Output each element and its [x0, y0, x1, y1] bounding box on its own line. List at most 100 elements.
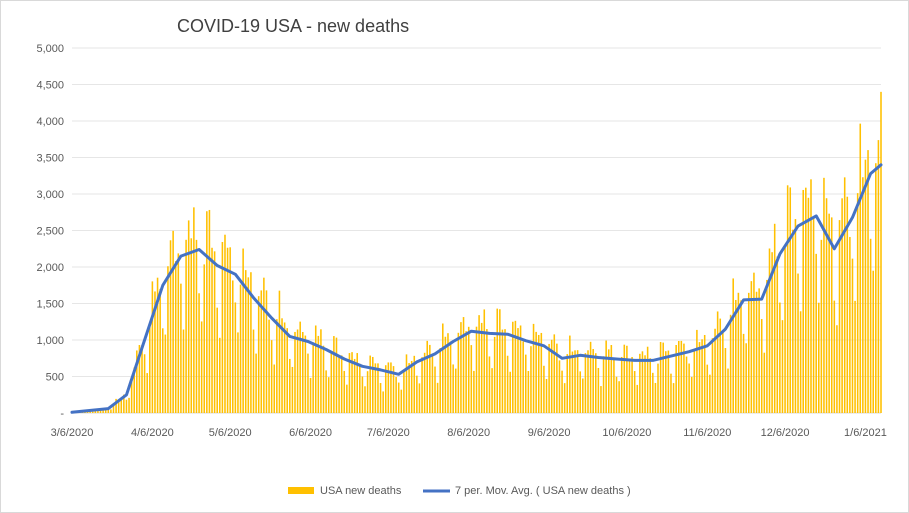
bar-daily-deaths [517, 328, 519, 413]
bar-daily-deaths [522, 341, 524, 413]
y-tick-label: 2,000 [36, 262, 64, 274]
bar-daily-deaths [442, 323, 444, 413]
bar-daily-deaths [864, 159, 867, 413]
bar-daily-deaths [758, 288, 760, 413]
bar-daily-deaths [289, 358, 291, 413]
bar-daily-deaths [594, 353, 597, 413]
bar-daily-deaths [343, 370, 346, 413]
bar-daily-deaths [823, 177, 825, 413]
bar-daily-deaths [436, 382, 439, 413]
bar-daily-deaths [296, 329, 299, 413]
bar-daily-deaths [268, 319, 270, 413]
y-tick-label: 4,000 [36, 116, 64, 128]
bar-daily-deaths [639, 353, 641, 413]
bar-daily-deaths [418, 383, 421, 413]
bar-daily-deaths [286, 328, 288, 413]
bar-daily-deaths [107, 409, 110, 413]
bar-daily-deaths [294, 331, 296, 413]
bar-daily-deaths [851, 258, 854, 413]
bar-daily-deaths [423, 352, 426, 413]
bar-daily-deaths [164, 334, 167, 413]
bar-daily-deaths [688, 363, 690, 413]
y-axis: - 500 1,000 1,500 2,000 2,500 3,000 3,500 4,000 4… [36, 43, 64, 420]
bar-daily-deaths [379, 383, 382, 413]
bar-daily-deaths [524, 354, 527, 413]
bar-daily-deaths [582, 378, 584, 413]
bar-daily-deaths [291, 366, 294, 413]
bar-daily-deaths [397, 382, 400, 413]
bar-daily-deaths [615, 376, 618, 413]
bar-daily-deaths [91, 411, 94, 413]
bar-daily-deaths [454, 368, 457, 413]
bar-daily-deaths [185, 239, 187, 413]
bar-daily-deaths [843, 177, 846, 413]
bar-daily-deaths [219, 337, 221, 413]
bar-daily-deaths [711, 338, 714, 413]
bar-daily-deaths [356, 353, 359, 413]
x-tick-label: 1/6/2021 [844, 427, 887, 439]
bar-daily-deaths [470, 345, 473, 413]
bar-daily-deaths [662, 342, 664, 413]
line-series-moving-average [70, 163, 883, 414]
bar-daily-deaths [875, 163, 877, 413]
x-tick-label: 7/6/2020 [367, 427, 410, 439]
bar-daily-deaths [623, 344, 626, 413]
bar-daily-deaths [335, 337, 338, 413]
bar-daily-deaths [382, 391, 384, 413]
bar-daily-deaths [486, 329, 488, 413]
bar-daily-deaths [677, 341, 680, 413]
bar-daily-deaths [361, 376, 364, 413]
bar-daily-deaths [714, 328, 716, 413]
bar-daily-deaths [369, 355, 371, 413]
bar-daily-deaths [514, 320, 517, 413]
bar-daily-deaths [169, 240, 172, 413]
bar-daily-deaths [208, 209, 211, 413]
bar-daily-deaths [633, 371, 636, 413]
bar-daily-deaths [841, 198, 843, 413]
bar-daily-deaths [457, 332, 460, 413]
y-tick-label: 2,500 [36, 226, 64, 238]
bar-daily-deaths [815, 253, 817, 413]
bar-daily-deaths [115, 398, 117, 413]
bar-daily-deaths [221, 241, 224, 413]
bar-daily-deaths [123, 394, 125, 413]
bar-daily-deaths [799, 311, 802, 413]
bar-daily-deaths [626, 345, 628, 413]
bar-daily-deaths [151, 281, 154, 413]
bar-daily-deaths [395, 377, 397, 413]
bar-daily-deaths [504, 329, 506, 413]
y-tick-label: 1,000 [36, 335, 64, 347]
bar-daily-deaths [703, 334, 706, 413]
bar-daily-deaths [849, 236, 851, 413]
bar-daily-deaths [403, 369, 405, 413]
bar-daily-deaths [779, 302, 781, 413]
bar-daily-deaths [444, 336, 447, 413]
bar-daily-deaths [509, 371, 511, 413]
bar-daily-deaths [543, 365, 545, 413]
bar-daily-deaths [727, 368, 729, 413]
bar-daily-deaths [447, 333, 449, 413]
bar-daily-deaths [812, 216, 815, 413]
y-tick-label: 3,000 [36, 189, 64, 201]
bar-daily-deaths [709, 374, 711, 413]
bar-daily-deaths [377, 363, 379, 413]
bar-daily-deaths [413, 355, 416, 413]
bar-daily-deaths [732, 278, 734, 413]
bar-daily-deaths [830, 217, 833, 413]
bar-daily-deaths [281, 318, 283, 413]
bar-daily-deaths [776, 256, 779, 413]
bar-daily-deaths [198, 293, 200, 413]
bar-daily-deaths [610, 345, 613, 413]
x-tick-label: 3/6/2020 [51, 427, 94, 439]
bar-daily-deaths [794, 219, 797, 413]
bar-daily-deaths [452, 364, 454, 413]
bar-daily-deaths [792, 229, 794, 413]
bar-daily-deaths [322, 345, 325, 413]
bar-daily-deaths [641, 351, 644, 413]
bar-daily-deaths [110, 409, 112, 413]
bar-daily-deaths [854, 300, 856, 413]
x-tick-label: 11/6/2020 [683, 427, 731, 439]
bar-daily-deaths [786, 185, 789, 413]
bar-daily-deaths [216, 307, 218, 413]
